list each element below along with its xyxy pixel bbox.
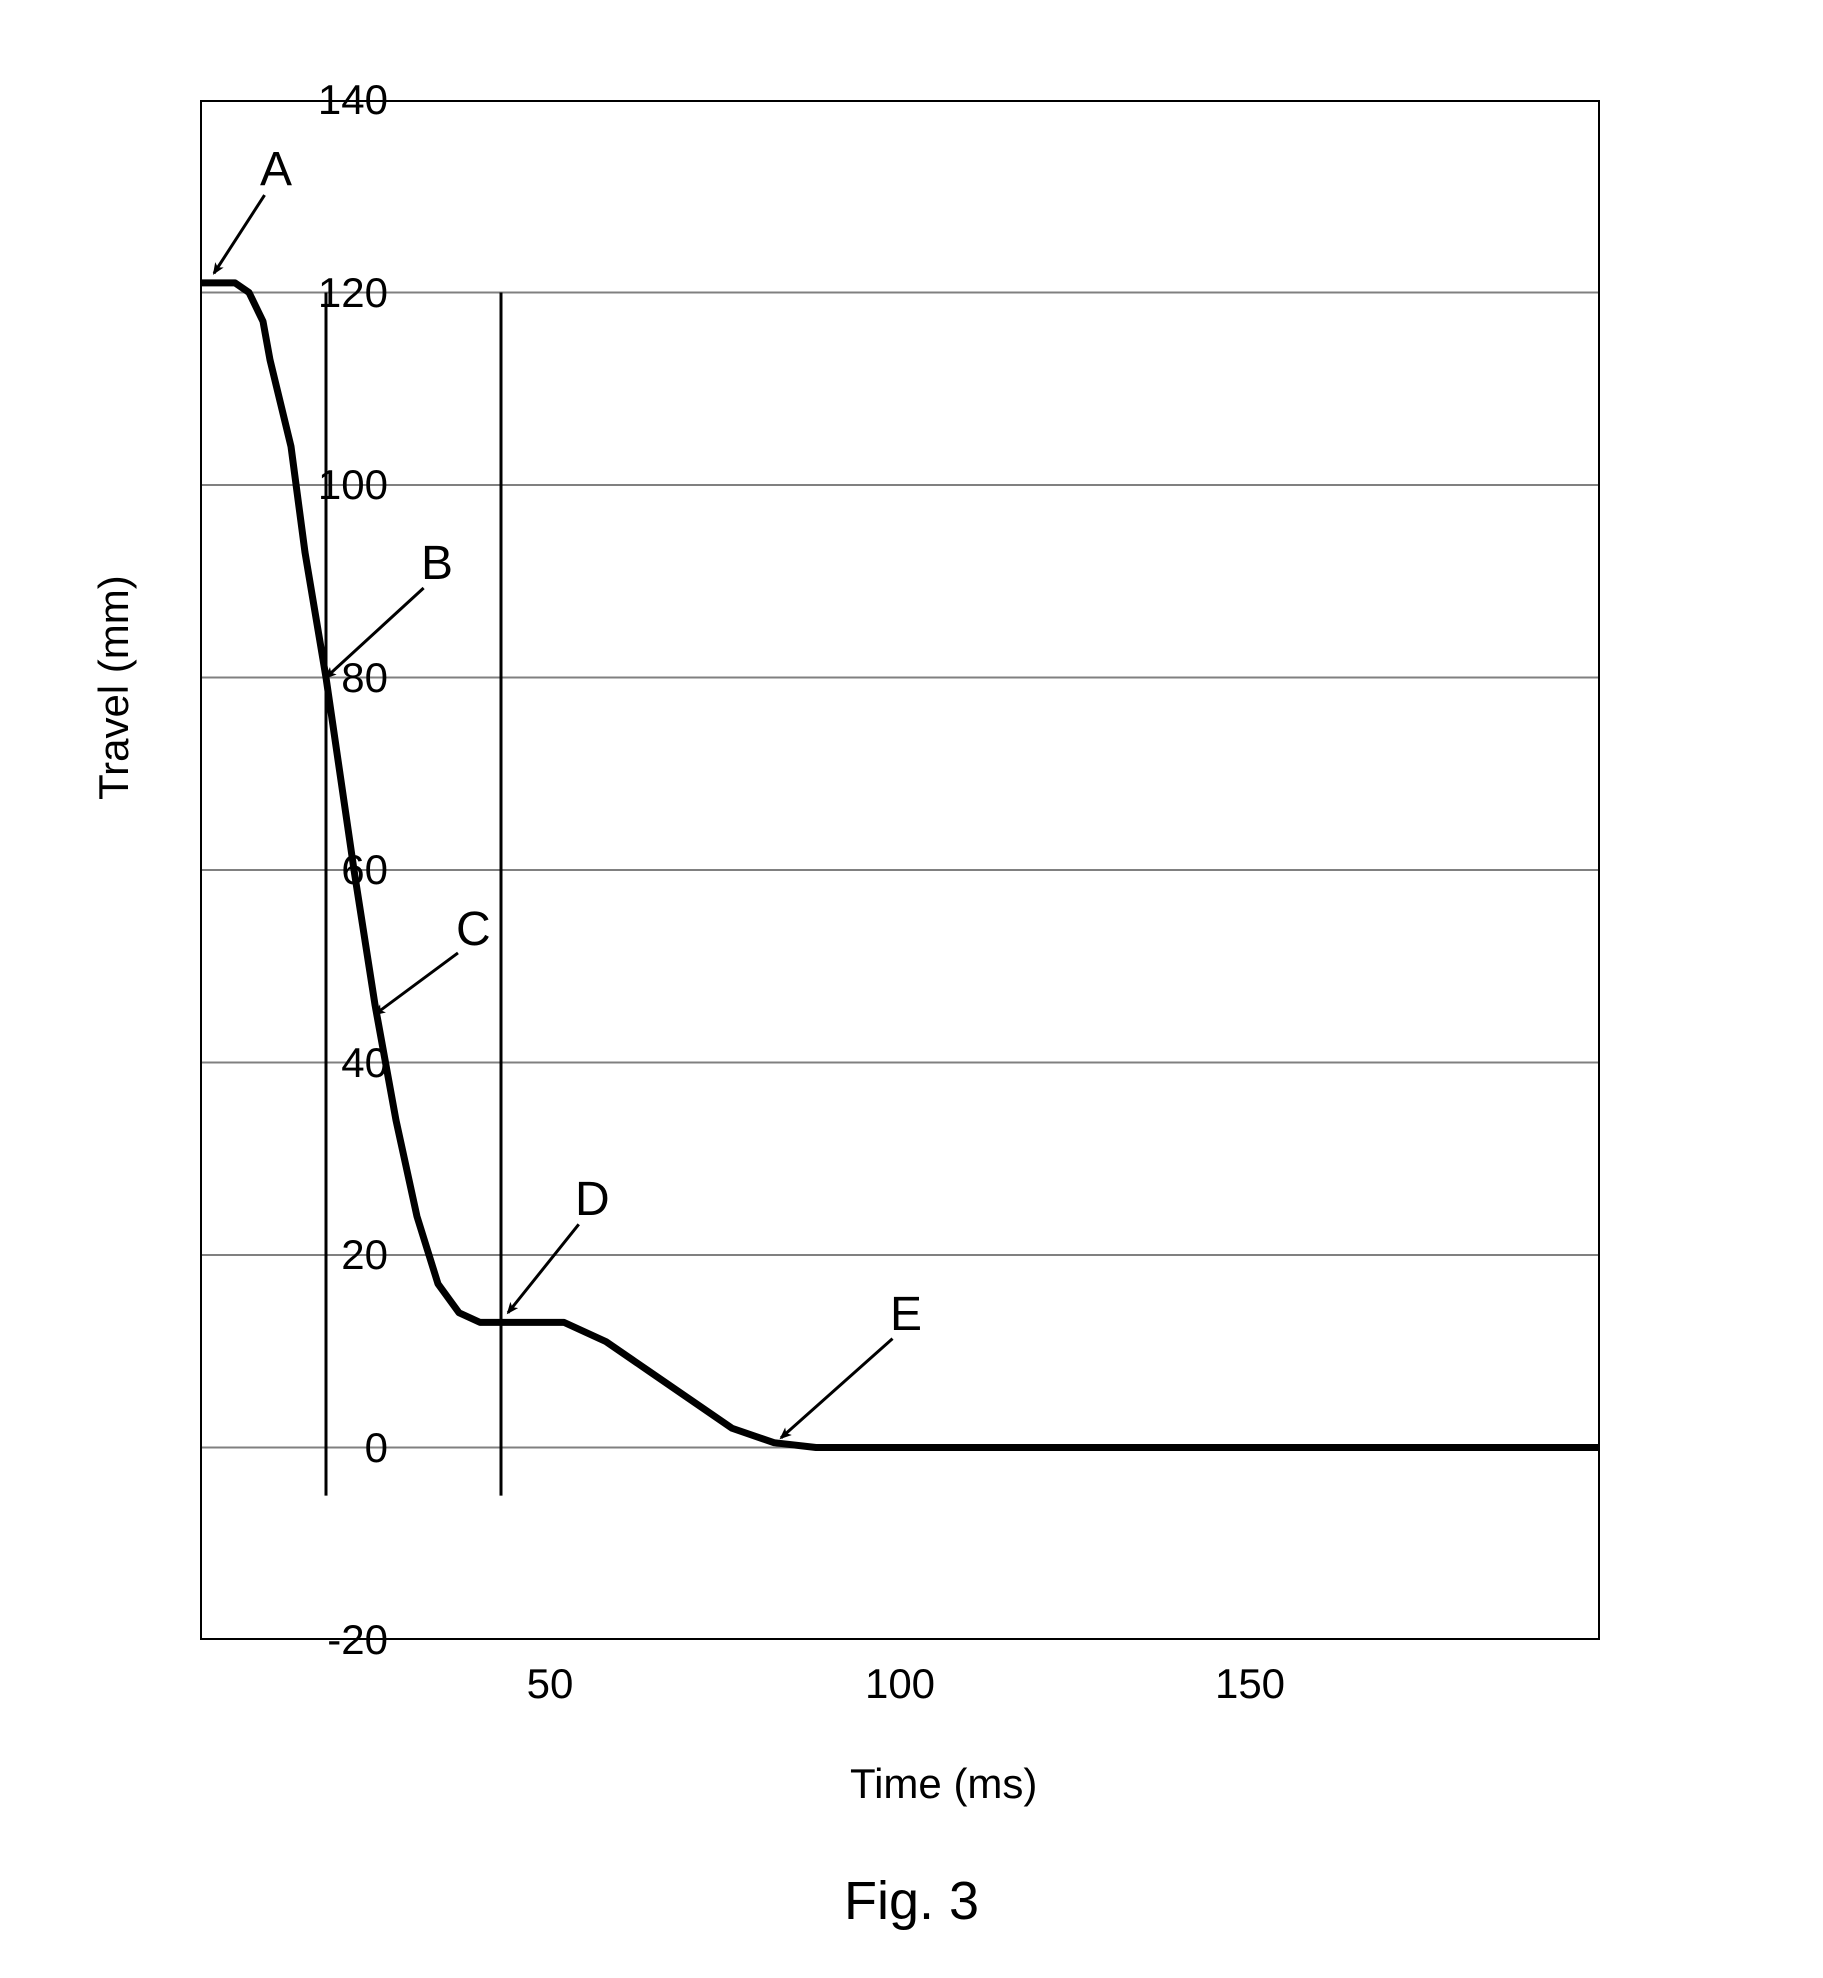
figure-caption: Fig. 3 [0,1870,1823,1932]
x-tick-label: 50 [527,1660,574,1708]
y-tick-label: 40 [268,1039,388,1087]
chart-container [200,100,1600,1700]
y-tick-label: -20 [268,1616,388,1664]
y-tick-label: 140 [268,76,388,124]
annotation-C: C [456,902,491,957]
y-tick-label: 20 [268,1231,388,1279]
y-axis-label: Travel (mm) [90,575,138,800]
x-tick-label: 150 [1215,1660,1285,1708]
x-axis-label: Time (ms) [850,1760,1037,1808]
annotation-B: B [421,536,453,591]
y-tick-label: 60 [268,846,388,894]
y-tick-label: 80 [268,654,388,702]
page: Travel (mm) -20 0 20 40 60 80 100 120 140 50 100 1… [0,0,1823,1978]
annotation-A: A [260,142,292,197]
annotation-E: E [890,1287,922,1342]
annotation-D: D [575,1172,610,1227]
y-tick-label: 0 [268,1424,388,1472]
y-tick-label: 100 [268,461,388,509]
chart-svg [200,100,1600,1640]
y-tick-label: 120 [268,269,388,317]
x-tick-label: 100 [865,1660,935,1708]
